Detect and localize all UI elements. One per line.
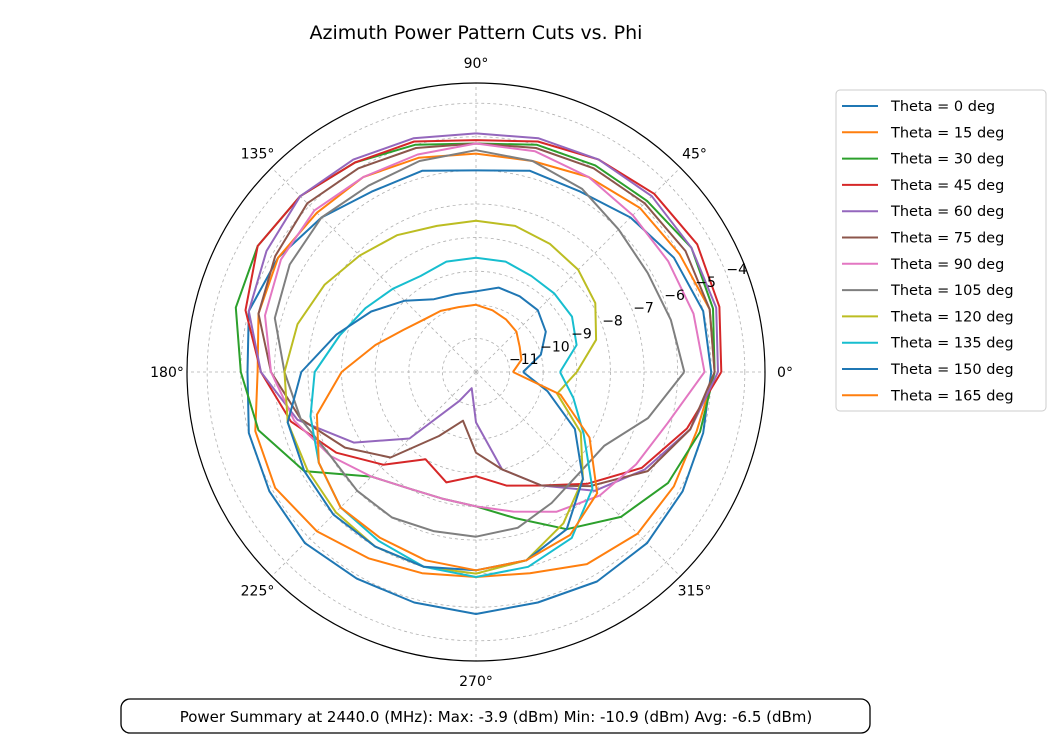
legend: Theta = 0 deg Theta = 15 deg Theta = 30 de…	[835, 89, 1047, 412]
radial-tick-label: −9	[571, 326, 592, 342]
radial-tick-label: −7	[633, 301, 654, 317]
legend-entry: Theta = 105 deg	[842, 283, 1014, 299]
legend-entry: Theta = 150 deg	[842, 362, 1014, 378]
legend-entry: Theta = 30 deg	[842, 152, 1004, 168]
legend-frame	[835, 89, 1047, 412]
angular-tick-label: 225°	[241, 584, 275, 600]
legend-entry: Theta = 165 deg	[842, 388, 1014, 404]
angular-tick-label: 90°	[464, 56, 489, 72]
radial-tick-label: −5	[695, 275, 716, 291]
legend-label: Theta = 15 deg	[890, 125, 1004, 141]
series-line	[286, 286, 584, 572]
legend-entry: Theta = 90 deg	[842, 257, 1004, 273]
summary-box: Power Summary at 2440.0 (MHz): Max: -3.9…	[120, 698, 871, 734]
legend-entry: Theta = 135 deg	[842, 336, 1014, 352]
angular-tick-label: 135°	[241, 147, 275, 163]
angular-gridline	[271, 371, 477, 577]
series-line	[264, 142, 706, 513]
radial-gridline	[206, 102, 746, 642]
angular-tick-labels: 0° 45° 90° 135° 180° 225° 270° 315°	[150, 56, 793, 690]
legend-entry: Theta = 0 deg	[842, 99, 995, 115]
legend-label: Theta = 165 deg	[890, 388, 1014, 404]
legend-label: Theta = 120 deg	[890, 309, 1014, 325]
legend-entry: Theta = 45 deg	[842, 178, 1004, 194]
radial-tick-labels: −11−10−9 −8 −7 −6 −5 −4	[509, 262, 747, 368]
summary-frame	[120, 698, 871, 734]
series-line	[309, 256, 594, 578]
radial-tick-label: −6	[664, 288, 685, 304]
radial-tick-label: −10	[540, 339, 570, 355]
plot-frame	[186, 82, 766, 662]
legend-label: Theta = 75 deg	[890, 231, 1004, 247]
legend-label: Theta = 0 deg	[890, 99, 995, 115]
legend-entry: Theta = 60 deg	[842, 204, 1004, 220]
angular-tick-label: 180°	[150, 365, 184, 381]
legend-entry: Theta = 120 deg	[842, 309, 1014, 325]
angular-tick-label: 270°	[459, 674, 493, 690]
series-line	[315, 303, 599, 572]
legend-entry: Theta = 75 deg	[842, 231, 1004, 247]
radial-tick-label: −11	[509, 352, 539, 368]
legend-label: Theta = 105 deg	[890, 283, 1014, 299]
legend-entry: Theta = 15 deg	[842, 125, 1004, 141]
legend-label: Theta = 135 deg	[890, 336, 1014, 352]
series-line	[283, 219, 598, 575]
radial-tick-label: −4	[726, 262, 747, 278]
legend-label: Theta = 60 deg	[890, 204, 1004, 220]
chart-title: Azimuth Power Pattern Cuts vs. Phi	[310, 22, 643, 44]
series-line	[246, 169, 713, 615]
legend-label: Theta = 90 deg	[890, 257, 1004, 273]
legend-label: Theta = 30 deg	[890, 152, 1004, 168]
radial-gridline	[441, 337, 511, 407]
angular-tick-label: 0°	[777, 365, 793, 381]
angular-tick-label: 45°	[682, 147, 707, 163]
legend-label: Theta = 150 deg	[890, 362, 1014, 378]
angular-tick-label: 315°	[678, 584, 712, 600]
legend-label: Theta = 45 deg	[890, 178, 1004, 194]
angular-gridline	[271, 167, 477, 373]
series-lines	[234, 132, 723, 615]
summary-text: Power Summary at 2440.0 (MHz): Max: -3.9…	[180, 708, 813, 726]
radial-tick-label: −8	[602, 314, 623, 330]
